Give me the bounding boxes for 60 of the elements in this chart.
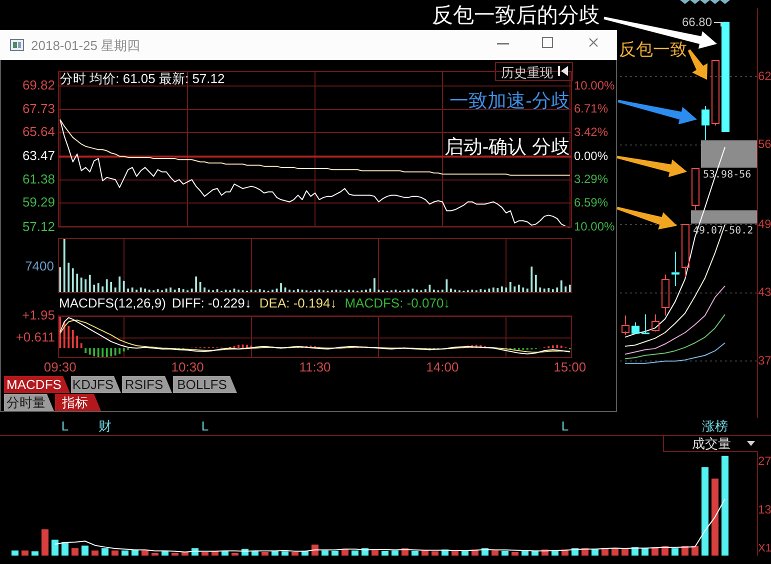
text: MACDFS: -0.070↓ <box>344 296 450 311</box>
x-tick-label: 涨榜 <box>702 418 728 434</box>
annotation: RSIFS <box>124 376 164 393</box>
annotation: 反包一致 <box>619 40 687 59</box>
y-tick-label: 69.82 <box>22 78 55 93</box>
y-tick-label: 65.64 <box>22 124 55 140</box>
tab: 指标 <box>55 394 101 411</box>
x-tick-label: 15:00 <box>554 359 586 374</box>
x-tick-label: 10:30 <box>171 359 204 374</box>
tab: MACDFS <box>4 376 70 393</box>
annotation: 启动-确认 分歧 <box>444 137 570 158</box>
y2-tick-label: 6.71% <box>574 102 608 116</box>
y-tick-label: +0.611 <box>16 330 55 345</box>
y-tick-label: 43 <box>758 285 771 300</box>
tab: RSIFS <box>122 376 172 393</box>
x-tick-label: 财 <box>98 418 112 434</box>
tab: KDJFS <box>71 376 121 393</box>
x-tick-label: L <box>61 418 69 434</box>
x-tick-label: 14:00 <box>426 359 459 374</box>
y2-tick-label: 10.00% <box>574 220 616 234</box>
x-tick-label: L <box>201 418 209 434</box>
y-tick-label: 57.12 <box>22 218 55 234</box>
y-tick-label: 67.73 <box>22 100 55 116</box>
x-tick-label: 11:30 <box>299 359 331 374</box>
tab: 分时量 <box>4 394 54 411</box>
chart-title: MACDFS(12,26,9) <box>59 296 166 311</box>
y-tick-label: 59.29 <box>22 194 55 210</box>
y-tick-label: +1.95 <box>22 308 55 323</box>
text: DEA: -0.194↓ <box>259 296 337 311</box>
y-tick-label: 63.47 <box>22 148 55 164</box>
annotation: 指标 <box>61 394 89 411</box>
annotation: BOLLFS <box>176 376 228 393</box>
y-tick-label: 56 <box>758 137 771 152</box>
y-tick-label: 49 <box>758 216 771 231</box>
y-tick-label: 13 <box>758 502 771 517</box>
y2-tick-label: 3.29% <box>574 172 608 186</box>
button: 历史重现 <box>495 62 573 81</box>
y2-tick-label: 6.59% <box>574 195 608 210</box>
annotation: 反包一致后的分歧 <box>432 4 600 27</box>
text: X1 <box>758 542 771 554</box>
x-tick-label: 09:30 <box>44 359 76 374</box>
chart-subtitle: 分时 均价: 61.05 最新: 57.12 <box>60 70 225 86</box>
y-tick-label: 61.38 <box>22 171 55 186</box>
chart-title: 2018-01-25 星期四 <box>31 37 140 55</box>
annotation: 66.80 <box>682 14 712 29</box>
y2-tick-label: 0.00% <box>574 149 608 163</box>
dropdown: 成交量 <box>663 436 757 452</box>
y-tick-label: 37 <box>758 353 771 368</box>
chart-title: 成交量 <box>692 436 731 451</box>
y-tick-label: 62 <box>758 68 771 83</box>
annotation: 7400 <box>25 258 54 274</box>
annotation: 历史重现 <box>501 64 553 82</box>
y2-tick-label: 10.00% <box>574 78 616 92</box>
text: DIFF: -0.229↓ <box>172 296 252 311</box>
annotation: 一致加速-分歧 <box>450 91 570 112</box>
tab: BOLLFS <box>173 376 237 393</box>
y-tick-label: 27 <box>758 454 771 468</box>
annotation: 分时量 <box>6 394 46 411</box>
y2-tick-label: 3.42% <box>574 124 608 139</box>
x-tick-label: L <box>561 418 569 434</box>
